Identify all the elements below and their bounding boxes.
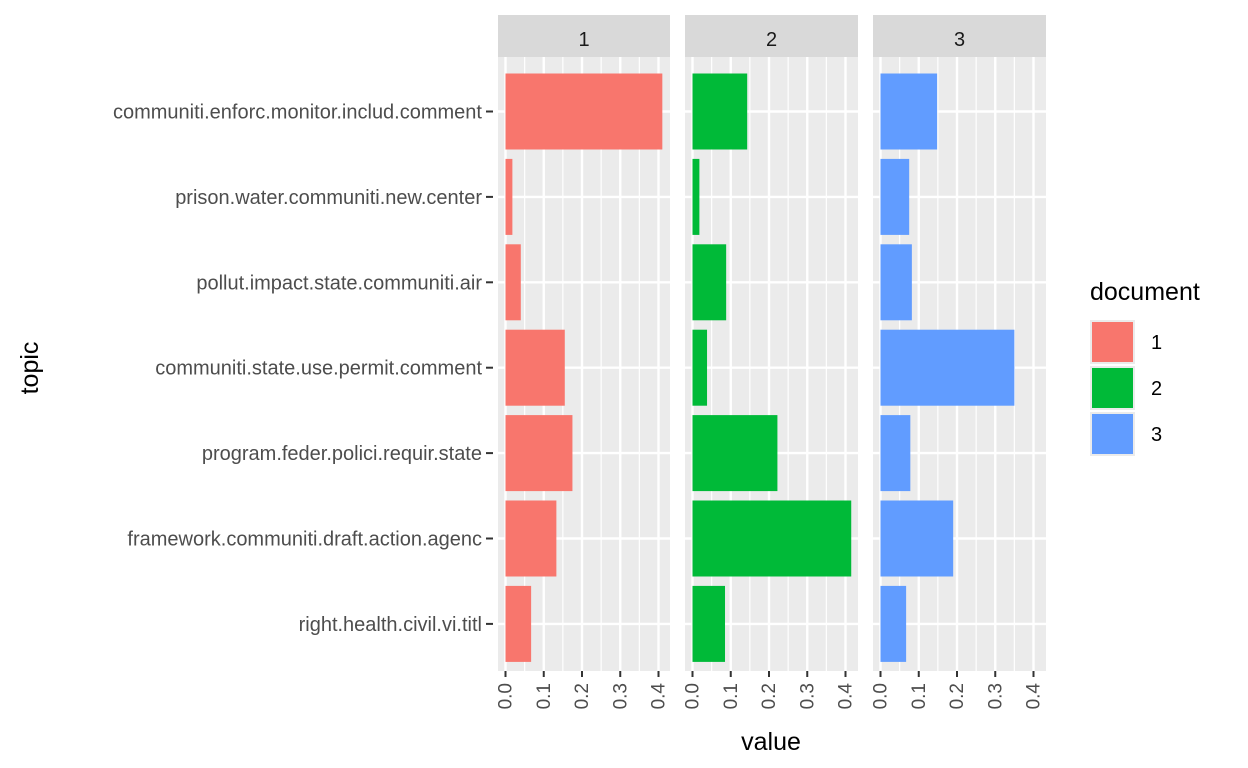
x-tick-label: 0.3 <box>610 683 631 709</box>
facet-panels: 1 0.0 0.1 0.2 0.3 0.4 2 0.0 0.1 0.2 0.3 0.4 3 0.0 0.1 0… <box>496 15 1046 710</box>
x-tick-label: 0.3 <box>797 683 818 709</box>
legend: 1 2 3 <box>1090 320 1162 456</box>
legend-label: 3 <box>1151 424 1162 446</box>
bar-doc3-framework.communiti.draft.action.agenc <box>880 500 954 577</box>
bar-doc2-communiti.state.use.permit.comment <box>692 329 708 406</box>
bar-doc2-pollut.impact.state.communiti.air <box>692 244 727 321</box>
x-axis-title: value <box>741 728 801 756</box>
x-tick-label: 0.0 <box>496 683 517 709</box>
y-axis-title: topic <box>16 342 44 395</box>
facet-panel-1: 1 0.0 0.1 0.2 0.3 0.4 <box>496 15 670 710</box>
legend-swatch <box>1092 322 1133 362</box>
bar-doc3-communiti.enforc.monitor.includ.comment <box>880 73 938 150</box>
x-tick-label: 0.4 <box>836 683 857 710</box>
legend-label: 2 <box>1151 378 1162 400</box>
bar-doc2-right.health.civil.vi.titl <box>692 585 726 662</box>
x-tick-label: 0.2 <box>572 683 593 709</box>
bar-doc3-communiti.state.use.permit.comment <box>880 329 1015 406</box>
legend-swatch <box>1092 368 1133 408</box>
legend-item-2: 2 <box>1090 366 1162 410</box>
bar-doc3-pollut.impact.state.communiti.air <box>880 244 912 321</box>
y-category-label: prison.water.communiti.new.center <box>175 187 482 209</box>
bar-doc1-communiti.state.use.permit.comment <box>505 329 565 406</box>
x-tick-label: 0.0 <box>871 683 892 709</box>
x-tick-label: 0.3 <box>985 683 1006 709</box>
y-category-label: communiti.enforc.monitor.includ.comment <box>113 102 482 124</box>
x-tick-label: 0.2 <box>759 683 780 709</box>
bar-doc1-communiti.enforc.monitor.includ.comment <box>505 73 663 150</box>
facet-strip-label: 2 <box>766 29 777 51</box>
y-axis-category-labels: communiti.enforc.monitor.includ.comment p… <box>113 102 493 636</box>
bar-doc3-right.health.civil.vi.titl <box>880 585 907 662</box>
legend-title: document <box>1090 278 1200 306</box>
y-category-label: program.feder.polici.requir.state <box>202 443 482 465</box>
bar-doc1-pollut.impact.state.communiti.air <box>505 244 521 321</box>
facet-strip <box>685 15 858 57</box>
x-tick-label: 0.2 <box>947 683 968 709</box>
bar-doc3-program.feder.polici.requir.state <box>880 415 911 492</box>
legend-swatch <box>1092 414 1133 454</box>
x-tick-label: 0.4 <box>1024 683 1045 710</box>
bar-doc1-program.feder.polici.requir.state <box>505 415 573 492</box>
bar-doc2-prison.water.communiti.new.center <box>692 158 700 235</box>
bar-doc3-prison.water.communiti.new.center <box>880 158 910 235</box>
bar-doc2-framework.communiti.draft.action.agenc <box>692 500 852 577</box>
facet-strip <box>873 15 1046 57</box>
bar-doc1-prison.water.communiti.new.center <box>505 158 513 235</box>
x-tick-label: 0.1 <box>534 683 555 709</box>
y-category-label: framework.communiti.draft.action.agenc <box>127 529 482 551</box>
y-category-label: communiti.state.use.permit.comment <box>155 358 482 380</box>
y-category-label: pollut.impact.state.communiti.air <box>196 272 482 294</box>
facet-strip-label: 3 <box>954 29 965 51</box>
x-tick-label: 0.4 <box>649 683 670 710</box>
legend-item-1: 1 <box>1090 320 1162 364</box>
legend-item-3: 3 <box>1090 412 1162 456</box>
bar-doc1-framework.communiti.draft.action.agenc <box>505 500 557 577</box>
y-category-label: right.health.civil.vi.titl <box>299 614 482 636</box>
facet-strip-label: 1 <box>578 29 589 51</box>
bar-doc2-communiti.enforc.monitor.includ.comment <box>692 73 748 150</box>
bar-doc1-right.health.civil.vi.titl <box>505 585 532 662</box>
x-tick-label: 0.1 <box>909 683 930 709</box>
x-tick-label: 0.1 <box>721 683 742 709</box>
bar-doc2-program.feder.polici.requir.state <box>692 415 778 492</box>
legend-label: 1 <box>1151 332 1162 354</box>
facet-strip <box>498 15 670 57</box>
x-tick-label: 0.0 <box>683 683 704 709</box>
facet-panel-2: 2 0.0 0.1 0.2 0.3 0.4 <box>683 15 858 710</box>
facet-panel-3: 3 0.0 0.1 0.2 0.3 0.4 <box>871 15 1046 710</box>
